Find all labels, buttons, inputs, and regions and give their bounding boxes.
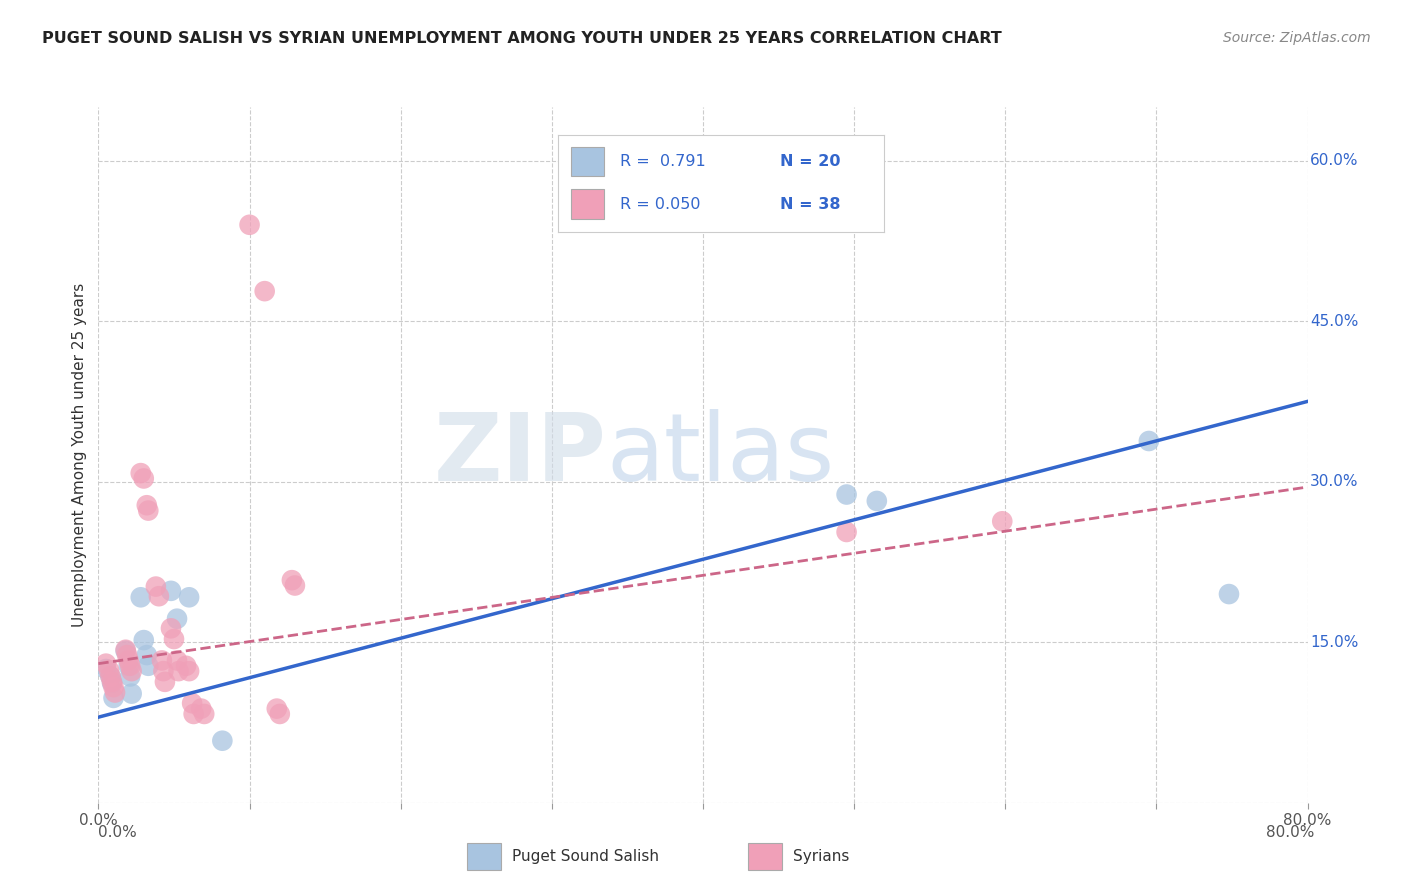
Point — [835, 524, 858, 539]
Point — [120, 669, 142, 683]
Point — [211, 733, 233, 747]
Point — [160, 621, 183, 635]
Text: R = 0.050: R = 0.050 — [620, 196, 700, 211]
Point — [269, 706, 291, 721]
Point — [104, 685, 127, 699]
Point — [183, 706, 205, 721]
Text: Source: ZipAtlas.com: Source: ZipAtlas.com — [1223, 31, 1371, 45]
Point — [101, 676, 124, 690]
Point — [101, 674, 124, 689]
Point — [166, 653, 188, 667]
Bar — [571, 189, 603, 219]
Point — [118, 653, 141, 667]
Point — [94, 657, 117, 671]
Point — [120, 658, 142, 673]
Bar — [748, 843, 782, 870]
Point — [835, 487, 858, 501]
Point — [153, 674, 176, 689]
Point — [190, 701, 212, 715]
Point — [284, 578, 307, 592]
Point — [193, 706, 215, 721]
Point — [103, 690, 125, 705]
Point — [166, 612, 188, 626]
Point — [163, 632, 186, 646]
Point — [129, 466, 152, 480]
Point — [103, 680, 125, 694]
Point — [177, 591, 201, 605]
Point — [100, 669, 122, 683]
Point — [135, 648, 157, 662]
Point — [136, 503, 159, 517]
Point — [118, 658, 141, 673]
Point — [160, 583, 183, 598]
Point — [100, 669, 122, 683]
Point — [114, 642, 136, 657]
Point — [132, 471, 155, 485]
Point — [145, 580, 167, 594]
Point — [132, 633, 155, 648]
Text: R =  0.791: R = 0.791 — [620, 153, 706, 169]
Point — [866, 494, 889, 508]
Bar — [571, 146, 603, 176]
Point — [136, 658, 159, 673]
Text: PUGET SOUND SALISH VS SYRIAN UNEMPLOYMENT AMONG YOUTH UNDER 25 YEARS CORRELATION: PUGET SOUND SALISH VS SYRIAN UNEMPLOYMEN… — [42, 31, 1002, 46]
Bar — [467, 843, 501, 870]
Point — [266, 701, 288, 715]
Point — [1218, 587, 1240, 601]
Text: 0.0%: 0.0% — [98, 825, 138, 840]
Point — [114, 644, 136, 658]
Point — [174, 658, 197, 673]
Text: 45.0%: 45.0% — [1310, 314, 1358, 328]
Point — [239, 218, 262, 232]
Point — [148, 589, 170, 603]
Point — [98, 663, 121, 677]
Point — [181, 696, 204, 710]
Point — [177, 664, 201, 678]
Text: 80.0%: 80.0% — [1267, 825, 1315, 840]
Point — [135, 498, 157, 512]
Text: Syrians: Syrians — [793, 849, 849, 863]
Point — [1137, 434, 1160, 448]
Point — [152, 664, 174, 678]
Text: N = 20: N = 20 — [780, 153, 841, 169]
Point — [129, 591, 152, 605]
Point — [253, 284, 276, 298]
Point — [167, 664, 190, 678]
Point — [991, 514, 1014, 528]
Text: 60.0%: 60.0% — [1310, 153, 1358, 168]
Text: N = 38: N = 38 — [780, 196, 841, 211]
Text: atlas: atlas — [606, 409, 835, 501]
Text: 30.0%: 30.0% — [1310, 475, 1358, 489]
Point — [281, 573, 304, 587]
Point — [150, 653, 173, 667]
Y-axis label: Unemployment Among Youth under 25 years: Unemployment Among Youth under 25 years — [72, 283, 87, 627]
Text: ZIP: ZIP — [433, 409, 606, 501]
Point — [121, 687, 143, 701]
Point — [121, 664, 143, 678]
Text: 15.0%: 15.0% — [1310, 635, 1358, 649]
Point — [94, 662, 117, 676]
Text: Puget Sound Salish: Puget Sound Salish — [512, 849, 659, 863]
Point — [115, 648, 138, 662]
